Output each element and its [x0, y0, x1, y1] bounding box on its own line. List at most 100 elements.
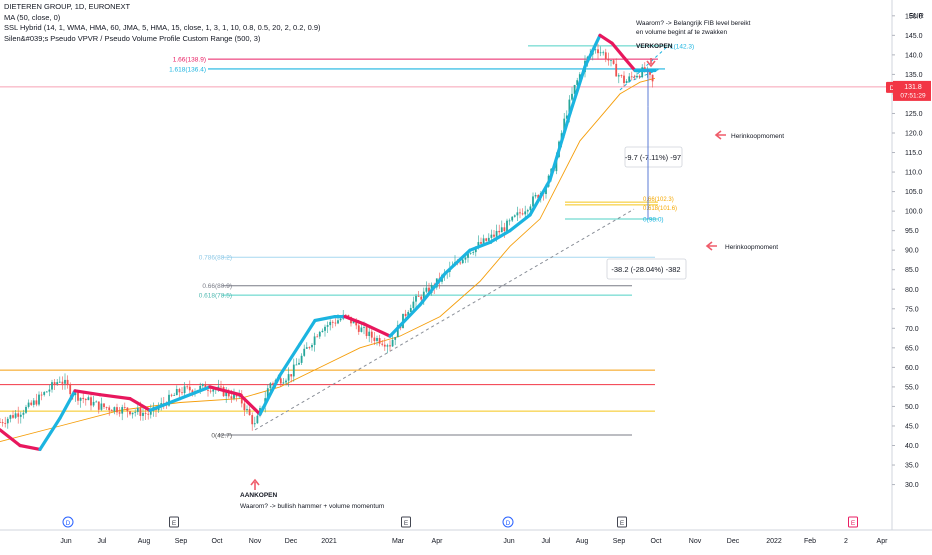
y-tick-label: 100.0: [905, 209, 923, 216]
horizontal-levels: [0, 45, 892, 436]
earnings-badge[interactable]: [617, 516, 627, 528]
candle-body: [61, 381, 64, 384]
candle-body: [545, 186, 547, 195]
candle-body: [477, 242, 480, 247]
ssl-legend[interactable]: SSL Hybrid (14, 1, WMA, HMA, 60, JMA, 5,…: [4, 23, 321, 32]
candle-body: [311, 344, 313, 348]
candle-body: [620, 75, 623, 77]
candle-body: [74, 392, 77, 396]
symbol-title[interactable]: DIETEREN GROUP, 1D, EURONEXT: [4, 2, 131, 11]
x-tick-label: Sep: [175, 538, 188, 545]
x-tick-label: Nov: [689, 538, 702, 545]
vpvr-legend[interactable]: Silen&#039;s Pseudo VPVR / Pseudo Volume…: [4, 33, 261, 43]
candle-body: [233, 393, 235, 399]
candle-body: [58, 381, 61, 383]
x-tick-label: Nov: [249, 538, 262, 545]
candle-body: [298, 362, 300, 365]
price-tag[interactable]: [893, 80, 931, 101]
candle-body: [493, 234, 495, 237]
ssl-segment: [313, 314, 337, 323]
candle-body: [295, 364, 298, 366]
candle-body: [292, 364, 295, 377]
y-tick-label: 145.0: [905, 33, 923, 40]
y-tick-label: 135.0: [905, 72, 923, 79]
candle-body: [285, 380, 287, 383]
candle-body: [123, 407, 126, 408]
candle-body: [186, 386, 189, 388]
candle-body: [396, 325, 399, 338]
y-tick-label: 95.0: [905, 228, 919, 235]
ma-legend[interactable]: MA (50, close, 0): [4, 12, 61, 22]
candle-body: [623, 75, 625, 84]
ssl-segment: [98, 393, 132, 401]
earnings-badge[interactable]: [401, 516, 411, 528]
y-tick-label: 55.0: [905, 384, 919, 391]
dividend-badge[interactable]: [502, 516, 514, 528]
candle-body: [404, 313, 407, 317]
left-arrow-icon: [714, 130, 726, 140]
candle-body: [12, 415, 14, 418]
y-tick-label: 125.0: [905, 111, 923, 118]
candle-body: [500, 227, 503, 233]
candle-body: [178, 389, 181, 393]
candle-body: [425, 287, 428, 292]
candle-body: [355, 321, 358, 326]
dividend-badge[interactable]: [62, 516, 74, 528]
candle-body: [612, 60, 615, 64]
candle-body: [6, 418, 9, 424]
candle-body: [30, 402, 33, 405]
ssl-segment: [208, 385, 242, 397]
candle-body: [521, 213, 524, 215]
candle-body: [480, 242, 482, 244]
candle-body: [573, 84, 576, 94]
fib-label-0618-top: 0.618(101.6): [643, 206, 677, 212]
candle-body: [365, 327, 368, 337]
x-tick-label: Mar: [392, 538, 405, 545]
candle-body: [188, 386, 191, 391]
ssl-segment: [623, 57, 637, 73]
candle-body: [357, 325, 360, 332]
aankopen-note: Waarom? -> bullish hammer + volume momen…: [240, 503, 384, 510]
candle-body: [381, 343, 384, 345]
y-tick-label: 35.0: [905, 463, 919, 470]
x-tick-label: Apr: [877, 538, 889, 545]
x-tick-label: Dec: [285, 538, 298, 545]
candle-body: [82, 397, 85, 399]
ssl-segment: [388, 303, 422, 338]
fib-label-0: 0(42.7): [211, 432, 232, 439]
candle-body: [243, 403, 246, 411]
earnings-badge[interactable]: [848, 516, 858, 528]
fib-label-1618: 1.618(136.4): [169, 66, 206, 73]
candle-body: [602, 52, 605, 54]
annotations: 1.66(138.9) 1.618(136.4) 1(142.3) 0.66(102.…: [169, 20, 784, 510]
measure-label-1: -9.7 (-7.11%) -97: [625, 153, 681, 162]
candle-body: [324, 326, 326, 331]
y-tick-label: 45.0: [905, 423, 919, 430]
ssl-segment: [583, 33, 602, 69]
x-tick-label: Aug: [576, 538, 589, 545]
candle-body: [269, 383, 272, 389]
candle-body: [51, 382, 53, 390]
candle-body: [321, 330, 324, 332]
candle-body: [607, 59, 610, 61]
candle-body: [287, 374, 290, 381]
candle-body: [266, 388, 269, 399]
earnings-badge[interactable]: [169, 516, 179, 528]
badge-label: D: [506, 520, 511, 527]
candle-body: [103, 403, 105, 408]
candle-body: [318, 331, 321, 337]
candle-body: [305, 347, 308, 349]
candle-body: [506, 220, 508, 232]
ssl-segment: [508, 213, 532, 233]
candle-body: [472, 252, 475, 253]
candle-body: [568, 99, 571, 116]
candle-body: [108, 407, 111, 411]
ssl-hybrid-band: [0, 33, 657, 452]
candle-body: [25, 406, 27, 413]
y-tick-label: 50.0: [905, 404, 919, 411]
candle-body: [511, 216, 514, 221]
candle-body: [633, 76, 636, 78]
candle-body: [495, 230, 498, 237]
